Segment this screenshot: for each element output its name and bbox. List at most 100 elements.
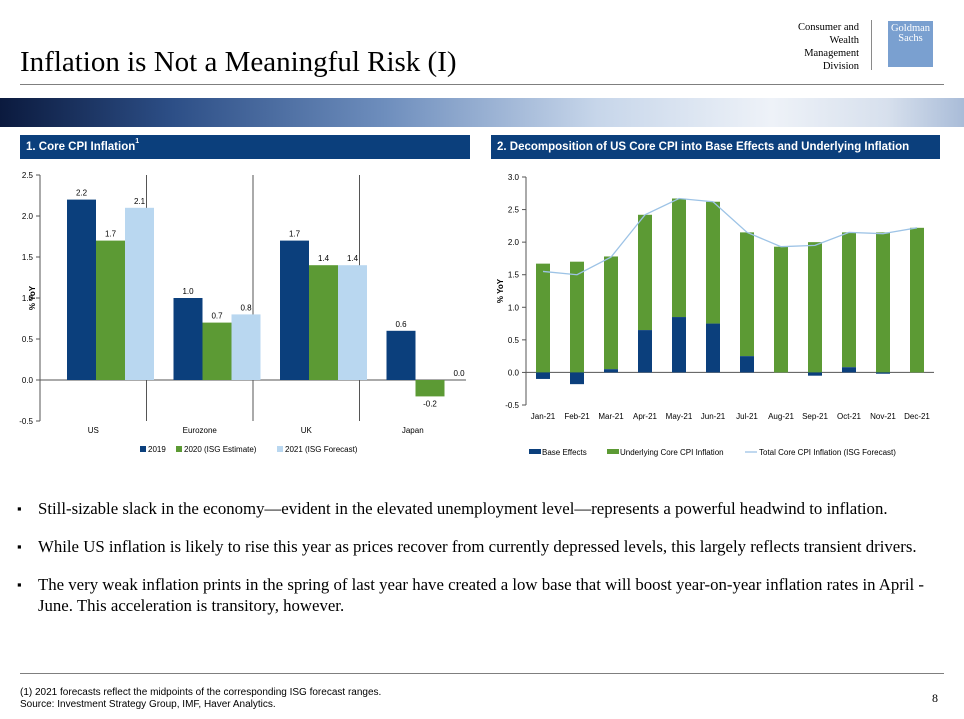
bar-underlying — [876, 232, 890, 373]
bar — [67, 199, 96, 380]
data-label: 1.7 — [105, 230, 117, 239]
bar — [96, 240, 125, 380]
chart1-title-footnote-mark: 1 — [135, 138, 140, 145]
data-label: 0.6 — [395, 320, 407, 329]
x-tick-label: Dec-21 — [904, 412, 930, 421]
data-label: 0.7 — [211, 312, 223, 321]
y-tick-label: 3.0 — [508, 173, 520, 182]
bar-base-effects — [842, 367, 856, 373]
x-tick-label: Jul-21 — [736, 412, 758, 421]
goldman-sachs-logo: Goldman Sachs — [888, 21, 933, 67]
chart2-title-text: 2. Decomposition of US Core CPI into Bas… — [497, 141, 910, 153]
bar-base-effects — [706, 323, 720, 373]
page-number: 8 — [932, 691, 938, 705]
bar-base-effects — [570, 372, 584, 385]
y-tick-label: 1.0 — [508, 303, 520, 312]
bar-base-effects — [876, 372, 890, 374]
bar — [125, 207, 154, 380]
data-label: 1.4 — [318, 254, 330, 263]
y-tick-label: 1.5 — [508, 271, 520, 280]
data-label: 1.4 — [347, 254, 359, 263]
bar-underlying — [774, 246, 788, 373]
x-tick-label: Japan — [402, 426, 424, 435]
y-tick-label: 0.5 — [22, 335, 34, 344]
data-label: 2.2 — [76, 189, 88, 198]
division-line: Consumer and — [798, 22, 859, 33]
division-line: Wealth — [829, 35, 859, 46]
legend-label: Base Effects — [542, 448, 587, 457]
bar-underlying — [706, 201, 720, 324]
x-tick-label: Sep-21 — [802, 412, 828, 421]
x-tick-label: May-21 — [666, 412, 693, 421]
y-tick-label: 0.0 — [508, 368, 520, 377]
header-gradient-band — [0, 98, 964, 127]
chart2-title: 2. Decomposition of US Core CPI into Bas… — [491, 135, 940, 159]
bar-underlying — [638, 214, 652, 331]
legend-label: 2019 — [148, 445, 166, 454]
bar-base-effects — [808, 372, 822, 376]
legend-swatch — [529, 449, 541, 454]
x-tick-label: Mar-21 — [598, 412, 624, 421]
legend-label: Underlying Core CPI Inflation — [620, 448, 724, 457]
bar-base-effects — [536, 372, 550, 379]
title-divider — [20, 84, 944, 85]
x-tick-label: Aug-21 — [768, 412, 794, 421]
legend-label: Total Core CPI Inflation (ISG Forecast) — [759, 448, 896, 457]
bar-underlying — [740, 232, 754, 357]
bar-underlying — [672, 198, 686, 318]
bar-underlying — [570, 261, 584, 373]
y-tick-label: -0.5 — [505, 401, 519, 410]
x-tick-label: Jan-21 — [531, 412, 556, 421]
bar — [202, 322, 232, 380]
bar — [415, 380, 445, 397]
bar-base-effects — [604, 369, 618, 373]
footnote-text: (1) 2021 forecasts reflect the midpoints… — [20, 687, 382, 698]
bullet-item: The very weak inflation prints in the sp… — [17, 574, 940, 616]
bar — [386, 330, 416, 380]
x-tick-label: Nov-21 — [870, 412, 896, 421]
division-line: Division — [822, 61, 859, 72]
bar — [173, 298, 203, 380]
core-cpi-decomposition-chart: -0.5 0.0 0.5 1.0 1.5 2.0 2.5 3.0 Jan-21 Feb-21 Mar… — [496, 173, 934, 457]
bar — [309, 265, 338, 380]
logo-line: Goldman — [890, 23, 931, 34]
data-label: -0.2 — [423, 399, 437, 408]
source-text: Source: Investment Strategy Group, IMF, … — [20, 699, 276, 710]
bullet-item: While US inflation is likely to rise thi… — [17, 536, 940, 557]
x-tick-label: Apr-21 — [633, 412, 658, 421]
x-tick-label: Jun-21 — [701, 412, 726, 421]
footer-divider — [20, 673, 944, 674]
bar-base-effects — [638, 330, 652, 373]
x-tick-label: Oct-21 — [837, 412, 862, 421]
bar-underlying — [536, 263, 550, 373]
legend-swatch — [607, 449, 619, 454]
page-title: Inflation is Not a Meaningful Risk (I) — [20, 46, 457, 78]
core-cpi-inflation-chart: -0.5 0.0 0.5 1.0 1.5 2.0 2.5 2.2 1.7 2.1 US 1.0 0.7 0… — [19, 171, 474, 454]
y-tick-label: 2.0 — [508, 238, 520, 247]
bar-base-effects — [740, 356, 754, 373]
bar — [280, 240, 309, 380]
data-label: 1.0 — [182, 287, 194, 296]
y-tick-label: -0.5 — [19, 417, 33, 426]
bar-base-effects — [672, 317, 686, 373]
y-tick-label: 2.5 — [22, 171, 34, 180]
x-tick-label: UK — [301, 426, 313, 435]
y-tick-label: 2.0 — [22, 212, 34, 221]
chart1-title-text: 1. Core CPI Inflation — [26, 141, 136, 153]
y-tick-label: 1.5 — [22, 253, 34, 262]
x-tick-label: Feb-21 — [564, 412, 590, 421]
bar-underlying — [842, 232, 856, 368]
data-label: 2.1 — [134, 197, 146, 206]
footnote: (1) 2021 forecasts reflect the midpoints… — [20, 687, 381, 711]
chart1-title: 1. Core CPI Inflation1 — [20, 135, 470, 159]
x-tick-label: US — [88, 426, 99, 435]
data-label: 0.0 — [453, 369, 465, 378]
data-label: 0.8 — [240, 303, 252, 312]
division-name: Consumer and Wealth Management Division — [770, 21, 859, 73]
total-line — [542, 197, 918, 276]
y-axis-label: % YoY — [496, 278, 505, 303]
header: Inflation is Not a Meaningful Risk (I) C… — [0, 0, 964, 98]
legend-label: 2021 (ISG Forecast) — [285, 445, 358, 454]
logo-line: Sachs — [898, 32, 923, 44]
division-divider — [871, 20, 872, 70]
